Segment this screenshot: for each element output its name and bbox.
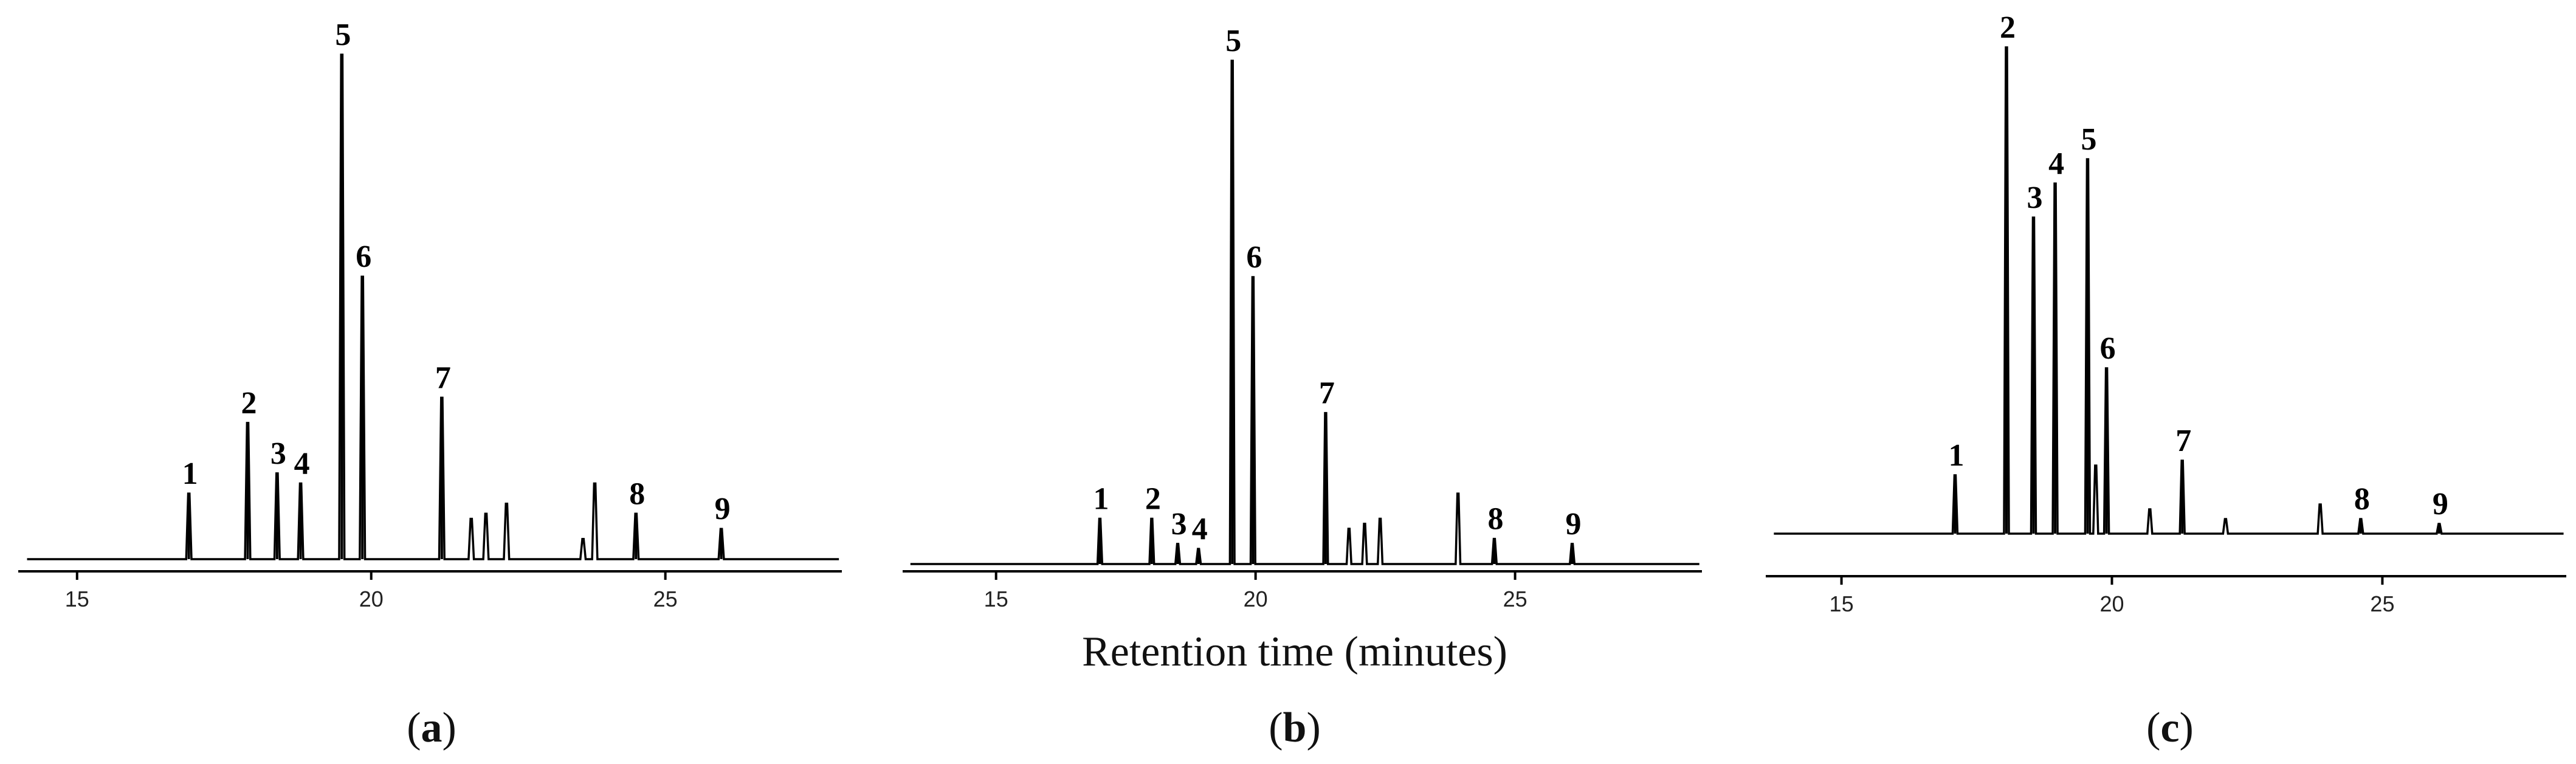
peak-5-label: 5 — [2081, 122, 2096, 157]
chromatogram-trace — [910, 60, 1700, 565]
peak-8-label: 8 — [1487, 502, 1503, 537]
peak-7-label: 7 — [435, 360, 451, 395]
peak-6-label: 6 — [2100, 331, 2116, 366]
x-tick-label: 15 — [1830, 591, 1854, 616]
peak-3-label: 3 — [1171, 507, 1187, 542]
peak-7-label: 7 — [1319, 376, 1335, 411]
panel-label-c: (c) — [2146, 704, 2194, 751]
peak-4-label: 4 — [1192, 512, 1208, 546]
peak-7-label: 7 — [2175, 424, 2191, 458]
peak-4-label: 4 — [294, 447, 310, 481]
peak-8-label: 8 — [629, 477, 645, 511]
peak-1-label: 1 — [182, 456, 198, 491]
x-tick-label: 25 — [2370, 591, 2394, 616]
peak-9-label: 9 — [715, 492, 731, 526]
chromatogram-trace — [1774, 46, 2564, 535]
x-tick-label: 20 — [2099, 591, 2124, 616]
panel-label-a: (a) — [407, 704, 456, 751]
peak-6-label: 6 — [1246, 240, 1262, 275]
peak-4-label: 4 — [2048, 146, 2064, 181]
x-tick-label: 25 — [1503, 587, 1527, 611]
panel-a-chromatogram: 15 20 25 1 23 4 5 6 7 8 9 — [18, 18, 842, 611]
x-tick-label: 20 — [1244, 587, 1268, 611]
peak-3-label: 3 — [270, 436, 286, 471]
peak-6-label: 6 — [356, 239, 371, 274]
peak-3-label: 3 — [2027, 181, 2042, 215]
panel-b-chromatogram: 15 20 25 1 23 4 5 6 7 8 9 — [903, 24, 1702, 611]
x-tick-label: 15 — [65, 587, 89, 611]
peak-8-label: 8 — [2354, 482, 2370, 517]
peak-2-label: 2 — [241, 386, 257, 421]
peak-5-label: 5 — [335, 18, 351, 52]
x-tick-label: 25 — [653, 587, 678, 611]
peak-2-label: 2 — [2000, 10, 2016, 45]
panel-label-b: (b) — [1269, 704, 1321, 751]
chromatogram-trace — [27, 53, 839, 560]
peak-1-label: 1 — [1948, 438, 1964, 473]
panel-c-chromatogram: 15 20 25 1 2 345 6 7 8 9 — [1766, 10, 2566, 616]
peak-9-label: 9 — [2433, 487, 2448, 521]
x-tick-label: 20 — [359, 587, 384, 611]
x-axis-title: Retention time (minutes) — [1082, 628, 1507, 675]
peak-9-label: 9 — [1566, 507, 1582, 542]
peak-1-label: 1 — [1093, 481, 1109, 516]
peak-5-label: 5 — [1225, 24, 1241, 58]
peak-2-label: 2 — [1145, 481, 1161, 516]
x-tick-label: 15 — [984, 587, 1008, 611]
